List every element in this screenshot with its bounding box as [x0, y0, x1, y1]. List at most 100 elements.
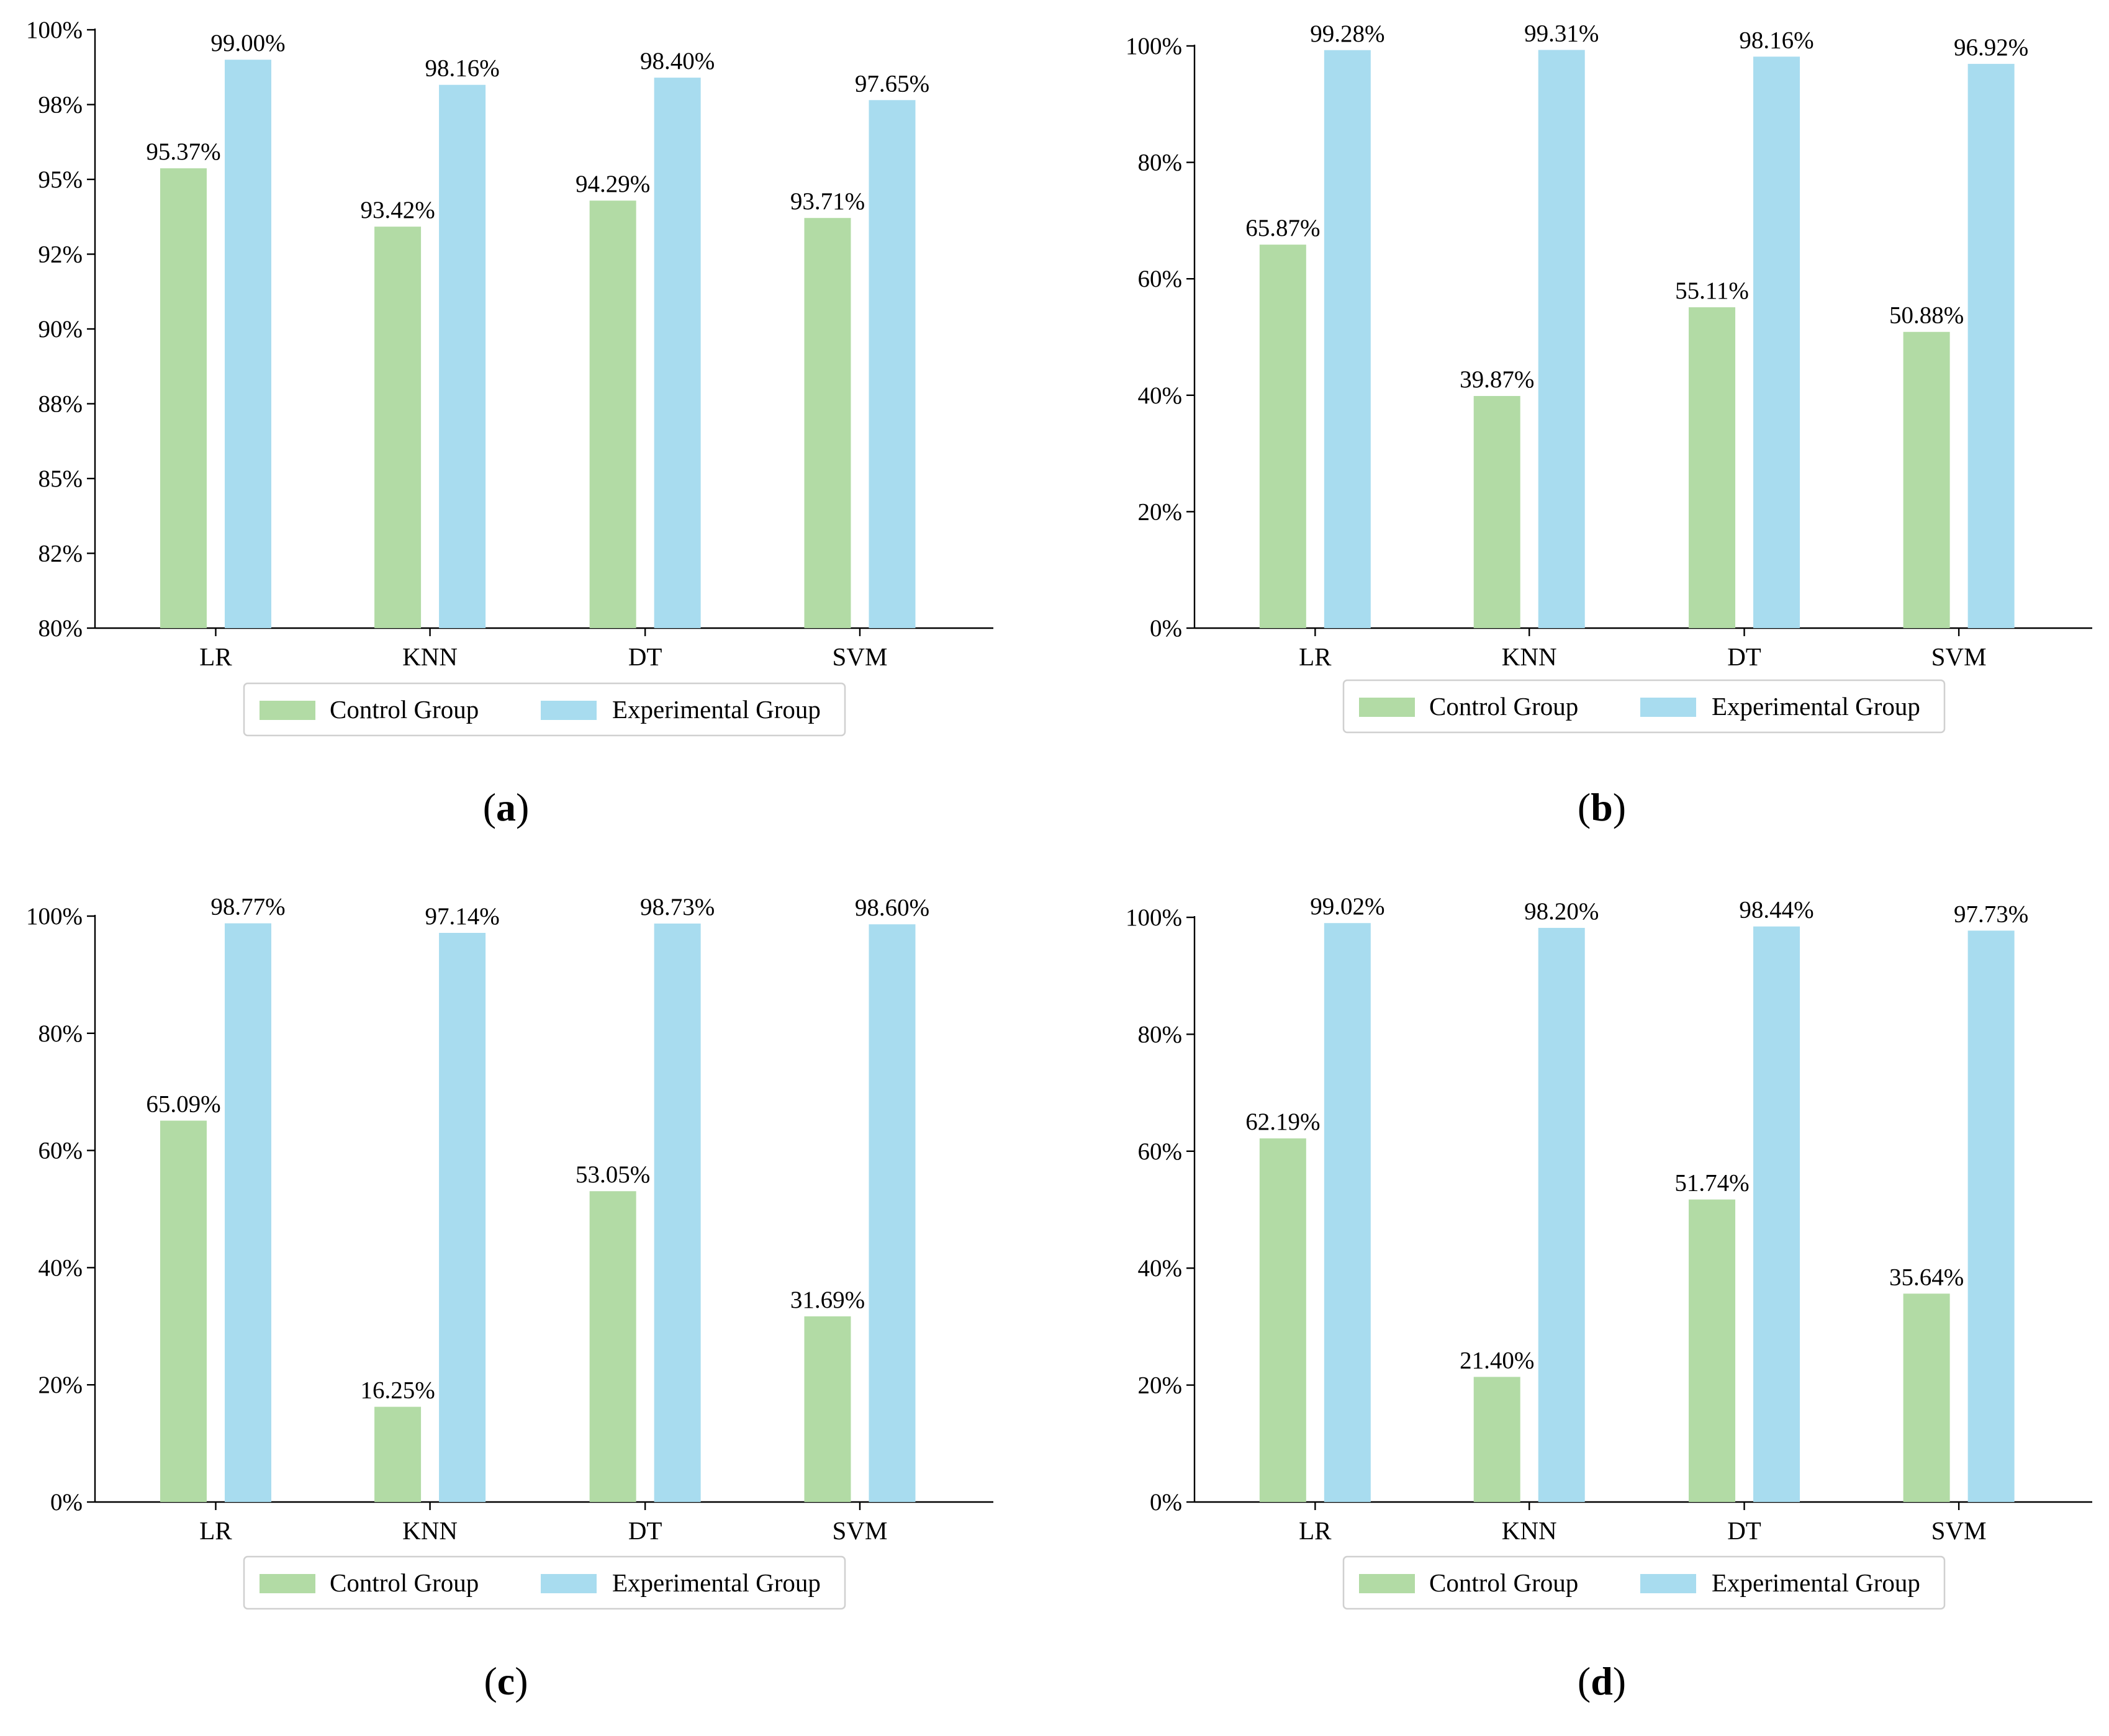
experimental-bar-dt [654, 923, 701, 1502]
x-tick-label-lr: LR [199, 1516, 232, 1545]
legend-label-control: Control Group [1429, 1568, 1578, 1597]
experimental-value-label-knn: 99.31% [1524, 20, 1599, 47]
y-tick-label: 100% [26, 17, 83, 43]
caption-letter: b [1591, 785, 1613, 829]
control-value-label-dt: 94.29% [576, 171, 650, 197]
control-bar-svm [804, 218, 851, 629]
control-bar-svm [1903, 331, 1950, 628]
caption-close-paren: ) [516, 785, 529, 829]
y-tick-label: 0% [1150, 1489, 1182, 1516]
experimental-bar-dt [654, 78, 701, 629]
caption-close-paren: ) [1613, 785, 1626, 829]
y-tick-label: 60% [1138, 1138, 1183, 1165]
experimental-value-label-svm: 98.60% [855, 894, 929, 921]
y-tick-label: 80% [38, 1020, 83, 1047]
experimental-value-label-svm: 96.92% [1954, 34, 2028, 61]
caption-letter: d [1591, 1659, 1613, 1703]
control-bar-lr [160, 168, 207, 628]
y-tick-label: 20% [1138, 498, 1183, 525]
experimental-value-label-knn: 97.14% [425, 903, 499, 930]
x-tick-label-dt: DT [1727, 642, 1761, 671]
y-tick-label: 60% [38, 1138, 83, 1164]
legend-label-experimental: Experimental Group [612, 695, 821, 724]
y-tick-label: 100% [26, 903, 83, 930]
y-tick-label: 90% [38, 316, 83, 343]
y-tick-label: 100% [1126, 33, 1182, 60]
experimental-value-label-knn: 98.20% [1524, 898, 1599, 925]
chart-panel-a: 80% 82% 85% 88% 90% 92% 95% 98% 100% LR 95.37% 99.0… [26, 17, 993, 829]
control-bar-dt [589, 200, 636, 628]
caption-close-paren: ) [515, 1659, 528, 1703]
experimental-value-label-dt: 98.40% [640, 48, 715, 74]
y-tick-label: 40% [38, 1254, 83, 1281]
caption-open-paren: ( [484, 1659, 497, 1703]
legend: Control Group Experimental Group [243, 1555, 846, 1610]
x-tick-label-dt: DT [628, 1516, 662, 1545]
legend: Control Group Experimental Group [1342, 679, 1946, 734]
experimental-bar-dt [1753, 926, 1800, 1502]
experimental-bar-knn [1538, 927, 1585, 1502]
x-tick-label-lr: LR [1299, 642, 1332, 671]
control-bar-lr [160, 1120, 207, 1502]
legend: Control Group Experimental Group [243, 682, 846, 737]
legend-label-control: Control Group [1429, 692, 1578, 721]
experimental-bar-svm [869, 924, 916, 1502]
experimental-value-label-svm: 97.65% [855, 70, 929, 97]
control-bar-dt [1689, 307, 1736, 628]
experimental-bar-svm [869, 100, 916, 628]
control-value-label-lr: 95.37% [146, 138, 220, 165]
experimental-value-label-knn: 98.16% [425, 55, 499, 82]
caption-open-paren: ( [483, 785, 496, 829]
control-value-label-knn: 39.87% [1460, 366, 1534, 393]
control-bar-lr [1259, 1138, 1306, 1502]
experimental-value-label-svm: 97.73% [1954, 901, 2028, 927]
experimental-bar-lr [1324, 50, 1371, 628]
y-tick-label: 98% [38, 92, 83, 119]
control-value-label-svm: 35.64% [1889, 1264, 1964, 1290]
legend-label-experimental: Experimental Group [1712, 1568, 1920, 1597]
control-value-label-dt: 55.11% [1675, 277, 1749, 304]
y-tick-label: 40% [1138, 382, 1183, 409]
experimental-bar-svm [1967, 63, 2015, 629]
experimental-value-label-lr: 99.28% [1310, 20, 1384, 47]
experimental-bar-lr [1324, 923, 1371, 1502]
caption-letter: c [497, 1659, 515, 1703]
y-tick-label: 100% [1126, 904, 1182, 931]
x-tick-label-knn: KNN [402, 642, 458, 671]
experimental-bar-lr [224, 923, 271, 1502]
legend-swatch-experimental [541, 1574, 597, 1593]
legend-swatch-experimental [541, 701, 597, 720]
legend-swatch-experimental [1640, 1574, 1696, 1593]
x-tick-label-svm: SVM [1931, 642, 1987, 671]
caption-open-paren: ( [1578, 785, 1591, 829]
x-tick-label-dt: DT [628, 642, 662, 671]
caption-open-paren: ( [1578, 1659, 1591, 1703]
legend-swatch-experimental [1640, 698, 1696, 717]
control-bar-knn [374, 227, 422, 628]
y-tick-label: 80% [1138, 150, 1183, 176]
y-tick-label: 60% [1138, 266, 1183, 292]
y-tick-label: 20% [38, 1372, 83, 1398]
chart-panel-b: 0% 20% 40% 60% 80% 100% LR 65.87% 99.28% KNN 39.87… [1126, 20, 2092, 829]
control-bar-knn [374, 1406, 422, 1502]
panel-caption: (d) [1578, 1659, 1626, 1703]
control-value-label-knn: 93.42% [360, 197, 435, 223]
control-bar-svm [804, 1316, 851, 1502]
x-tick-label-knn: KNN [1502, 642, 1557, 671]
y-tick-label: 40% [1138, 1255, 1183, 1282]
y-tick-label: 92% [38, 241, 83, 268]
control-bar-svm [1903, 1293, 1950, 1502]
control-value-label-knn: 16.25% [360, 1377, 435, 1404]
y-tick-label: 0% [1150, 615, 1182, 642]
experimental-bar-knn [439, 932, 486, 1502]
control-bar-dt [1689, 1199, 1736, 1502]
control-value-label-svm: 50.88% [1889, 302, 1964, 329]
legend-swatch-control [1359, 698, 1415, 717]
experimental-bar-knn [439, 84, 486, 629]
y-tick-label: 88% [38, 391, 83, 418]
control-bar-lr [1259, 245, 1306, 628]
control-bar-knn [1473, 396, 1520, 628]
panel-caption: (c) [484, 1659, 528, 1703]
control-value-label-lr: 65.09% [146, 1091, 220, 1118]
panel-caption: (a) [483, 785, 530, 829]
